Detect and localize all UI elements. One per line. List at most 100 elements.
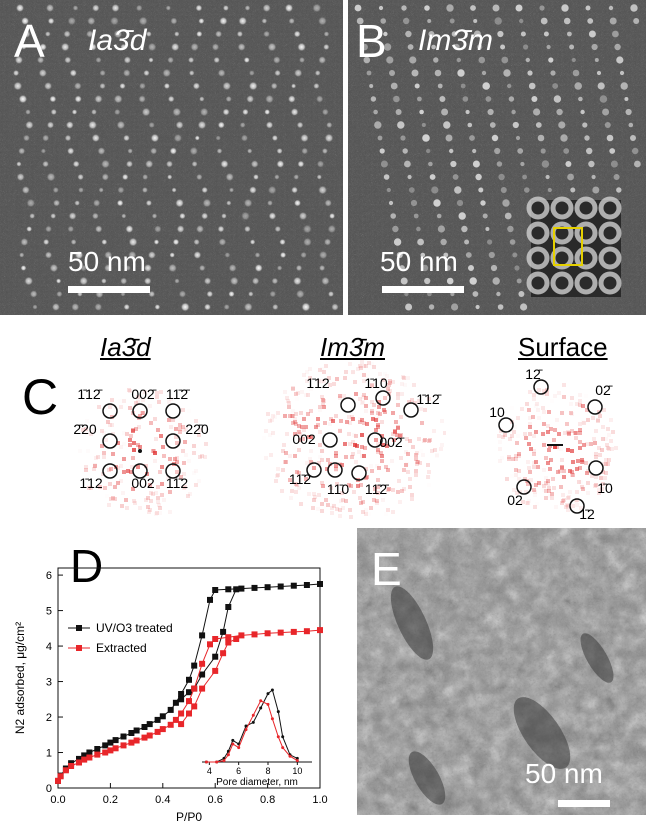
- y-tick-label: 3: [46, 677, 52, 689]
- fft-intensity: [304, 425, 308, 429]
- fft-intensity: [156, 496, 160, 500]
- y-tick-label: 2: [46, 712, 52, 724]
- lattice-spot: [165, 5, 171, 11]
- fft-intensity: [84, 468, 88, 472]
- fft-intensity: [562, 475, 566, 479]
- fft-intensity: [586, 481, 590, 485]
- lattice-spot: [383, 43, 392, 51]
- lattice-spot: [201, 212, 209, 220]
- fft-intensity: [411, 445, 415, 449]
- inset-x-axis-label: Pore diameter, nm: [216, 777, 298, 788]
- data-point: [264, 630, 271, 637]
- fft-intensity: [119, 479, 123, 483]
- fft-intensity: [603, 476, 607, 480]
- lattice-spot: [379, 148, 385, 154]
- lattice-spot: [223, 304, 230, 310]
- fft-intensity: [546, 479, 550, 483]
- lattice-spot: [175, 198, 184, 208]
- lattice-spot: [288, 17, 295, 25]
- lattice-spot: [77, 173, 84, 181]
- lattice-spot: [276, 148, 283, 154]
- fft-intensity: [354, 460, 358, 464]
- lattice-spot: [241, 211, 250, 221]
- lattice-spot: [217, 69, 226, 77]
- data-point: [120, 733, 127, 740]
- lattice-spot: [253, 174, 259, 180]
- fft-intensity: [194, 469, 198, 473]
- data-point: [57, 773, 64, 780]
- lattice-spot: [360, 31, 365, 37]
- lattice-spot: [574, 82, 582, 90]
- fft-intensity: [376, 442, 380, 446]
- fft-intensity: [557, 432, 561, 436]
- fft-intensity: [361, 400, 365, 404]
- lattice-spot: [95, 225, 103, 233]
- fft-intensity: [529, 447, 533, 451]
- fft-intensity: [575, 467, 579, 471]
- y-tick-label: 1: [46, 748, 52, 760]
- lattice-spot: [265, 94, 274, 104]
- data-point: [186, 710, 192, 717]
- fft-intensity: [86, 449, 90, 453]
- fft-intensity: [289, 496, 293, 500]
- fft-intensity: [283, 414, 287, 418]
- fft-intensity: [527, 442, 531, 446]
- fft-intensity: [532, 465, 536, 469]
- fft-intensity: [131, 456, 135, 460]
- fft-intensity: [286, 399, 290, 403]
- fft-intensity: [320, 458, 324, 462]
- fft-intensity: [284, 460, 288, 464]
- data-point: [178, 721, 185, 728]
- data-point: [303, 582, 310, 588]
- fft-intensity: [575, 503, 579, 507]
- fft-intensity: [605, 443, 609, 447]
- inset-point: [204, 760, 208, 764]
- fft-intensity: [544, 456, 548, 460]
- lattice-spot: [373, 109, 378, 115]
- lattice-spot: [166, 160, 173, 168]
- inset-ring: [526, 246, 550, 270]
- fft-intensity: [130, 465, 134, 469]
- fft-intensity: [276, 467, 280, 471]
- fft-intensity: [544, 476, 548, 480]
- fft-intensity: [294, 482, 298, 486]
- fft-intensity: [526, 501, 530, 505]
- fft-intensity: [405, 437, 409, 441]
- fft-intensity: [330, 511, 334, 515]
- lattice-spot: [478, 187, 484, 193]
- fft-intensity: [335, 482, 339, 486]
- fft-intensity: [553, 394, 557, 398]
- lattice-spot: [619, 70, 625, 76]
- lattice-spot: [196, 225, 204, 233]
- fft-intensity: [296, 391, 300, 395]
- fft-intensity: [386, 387, 390, 391]
- lattice-spot: [294, 199, 301, 207]
- panel-label-d: D: [70, 540, 103, 592]
- fft-intensity: [563, 431, 567, 435]
- diffraction-spot: [132, 463, 148, 479]
- lattice-spot: [67, 16, 77, 26]
- fft-intensity: [131, 487, 135, 491]
- inset-point: [266, 692, 270, 696]
- fft-intensity: [108, 423, 112, 427]
- lattice-spot: [150, 133, 160, 143]
- fft-intensity: [370, 469, 374, 473]
- lattice-spot: [50, 108, 57, 116]
- lattice-spot: [520, 161, 525, 167]
- inset-x-tick-label: 4: [207, 766, 212, 776]
- fft-intensity: [521, 500, 525, 504]
- data-point: [290, 628, 297, 635]
- fft-intensity: [302, 373, 306, 377]
- fft-intensity: [352, 433, 356, 437]
- fft-intensity: [528, 470, 532, 474]
- fft-intensity: [167, 400, 171, 404]
- fft-intensity: [369, 464, 373, 468]
- fft-intensity: [432, 429, 436, 433]
- spot-index: 11̄2: [166, 475, 189, 491]
- fft-intensity: [397, 479, 401, 483]
- fft-intensity: [512, 488, 516, 492]
- fft-intensity: [427, 483, 431, 487]
- lattice-spot: [97, 147, 106, 155]
- fft-intensity: [200, 454, 204, 458]
- fft-intensity: [179, 475, 183, 479]
